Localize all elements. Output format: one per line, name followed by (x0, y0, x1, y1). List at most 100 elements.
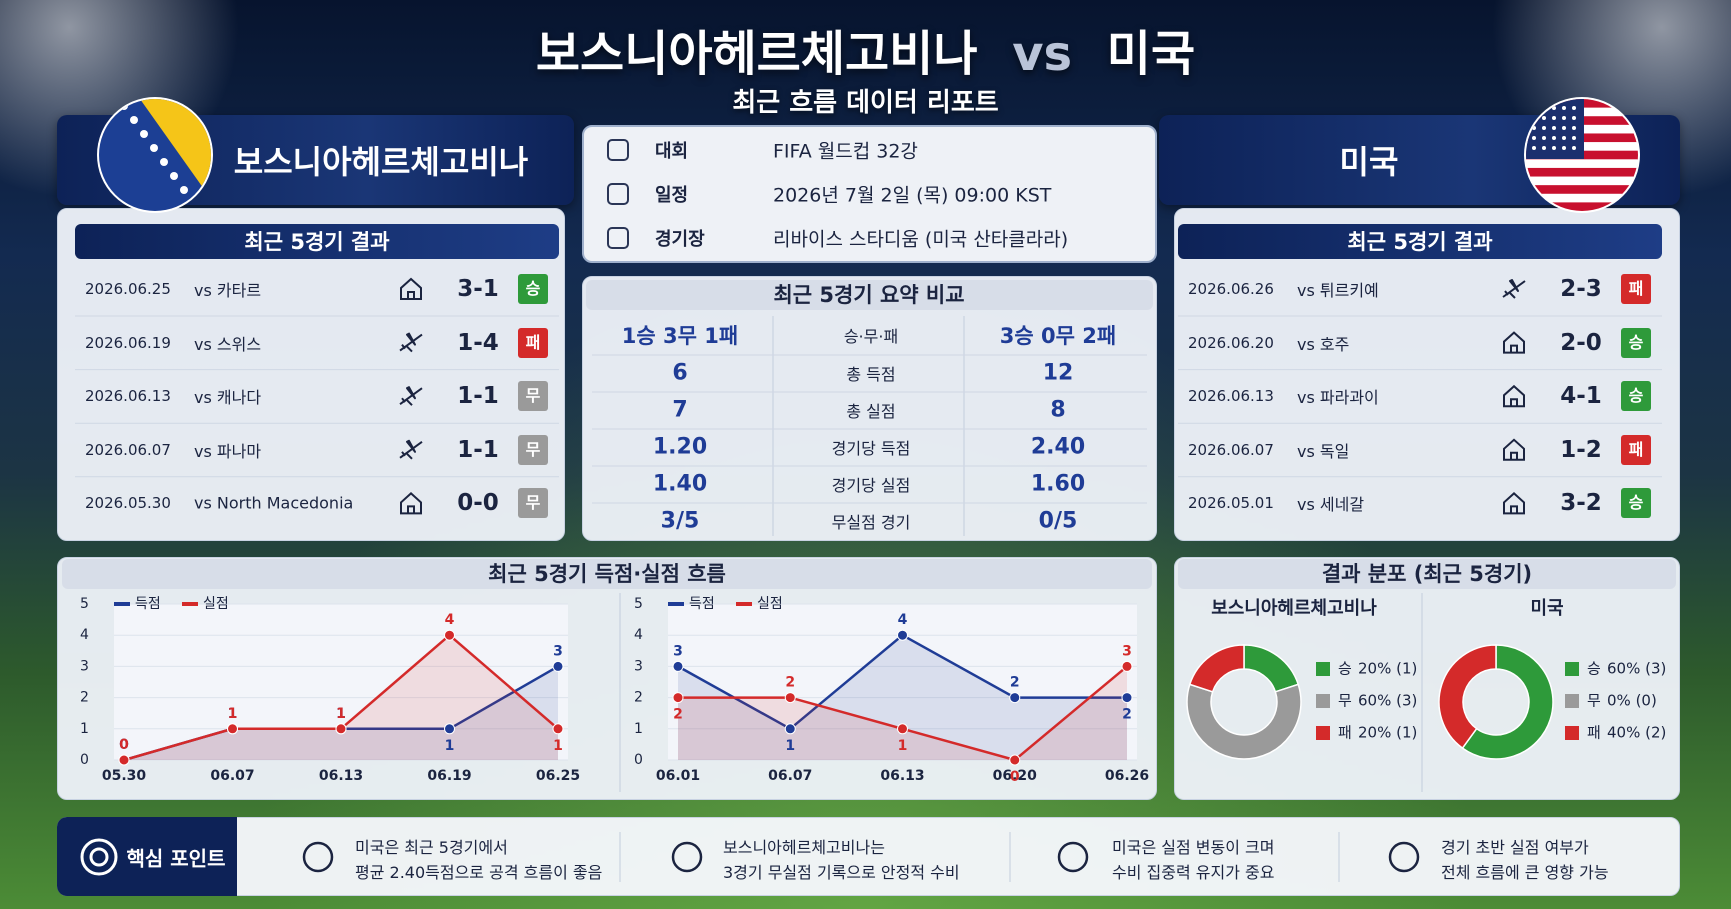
result-badge: 승 (518, 274, 548, 304)
match-date: 2026.06.13 (1188, 387, 1274, 406)
y-tick-label: 0 (80, 752, 89, 768)
home-shape (400, 277, 422, 300)
match-date: 2026.06.07 (85, 440, 171, 459)
legend-label: 실점 (203, 596, 229, 612)
legend-swatch (1316, 726, 1330, 740)
flag-star (1572, 126, 1576, 130)
legend-label: 실점 (757, 596, 783, 612)
flag-star (1562, 146, 1566, 150)
home-icon (1503, 384, 1525, 408)
result-badge: 승 (1621, 488, 1651, 519)
flag-star (1532, 146, 1536, 150)
match-opponent: vs 튀르키예 (1297, 281, 1379, 300)
key-point-text: 미국은 실점 변동이 크며 (1112, 838, 1275, 857)
point (897, 723, 908, 735)
summary-value: 1.40 (652, 471, 708, 497)
point (1009, 692, 1021, 704)
y-tick-label: 1 (80, 721, 89, 737)
result-badge: 승 (1621, 327, 1651, 358)
match-score: 3-1 (457, 276, 499, 302)
home-icon (1503, 492, 1525, 515)
data-label: 1 (228, 706, 238, 722)
summary-value: 3/5 (660, 508, 700, 534)
y-tick-label: 5 (80, 596, 89, 612)
match-date: 2026.06.26 (1188, 280, 1274, 298)
distribution-header (1178, 559, 1676, 589)
summary-title: 최근 5경기 요약 비교 (773, 283, 965, 307)
home-icon (1503, 331, 1525, 354)
x-tick-label: 06.01 (656, 768, 700, 784)
point (552, 723, 564, 735)
flag-stripe (1526, 202, 1638, 211)
area (678, 666, 1127, 760)
pie-slice (1188, 644, 1245, 693)
away-icon (399, 386, 423, 406)
data-label: 2 (785, 675, 795, 691)
flag-star (1532, 116, 1536, 120)
key-point-text: 평균 2.40득점으로 공격 흐름이 좋음 (355, 863, 603, 882)
results-panel (1174, 208, 1680, 541)
key-point-text: 미국은 최근 5경기에서 (355, 838, 508, 857)
plane-shape (399, 439, 423, 460)
match-date: 2026.06.19 (85, 333, 171, 352)
header-subtitle: 최근 흐름 데이터 리포트 (732, 88, 999, 118)
flag-star (1572, 116, 1576, 120)
y-tick-label: 5 (634, 596, 643, 612)
match-opponent: vs 파나마 (194, 441, 262, 461)
info-label: 일정 (655, 185, 689, 206)
trend-title: 최근 5경기 득점·실점 흐름 (488, 562, 726, 586)
y-tick-label: 2 (634, 690, 643, 706)
summary-label: 총 득점 (846, 365, 896, 384)
point (784, 723, 796, 735)
pie-slice (1461, 644, 1554, 760)
flag-stripe (1526, 167, 1638, 178)
key-item-icon (1057, 841, 1089, 873)
plane-shape (399, 386, 423, 406)
home-shape (400, 492, 422, 515)
point (672, 692, 684, 704)
x-tick-label: 06.07 (210, 768, 254, 784)
flag-stripe (1526, 176, 1638, 186)
summary-header: 승·무·패 (843, 327, 899, 346)
key-item-icon (1388, 841, 1420, 873)
legend-swatch (1316, 694, 1330, 708)
match-info-panel (582, 125, 1157, 263)
home-shape (1503, 492, 1525, 515)
x-tick-label: 06.19 (427, 768, 471, 784)
y-tick-label: 2 (80, 690, 89, 706)
home-shape (1503, 438, 1525, 461)
key-point-text: 경기 초반 실점 여부가 (1441, 838, 1589, 857)
y-tick-label: 1 (634, 721, 643, 737)
key-icon (89, 847, 109, 867)
away-icon (399, 332, 423, 353)
flag-star (1562, 126, 1566, 130)
flag-stripe (1526, 193, 1638, 203)
match-date: 2026.06.25 (85, 280, 171, 298)
point (227, 723, 238, 735)
match-score: 3-2 (1560, 490, 1602, 517)
pie-slice (1438, 644, 1497, 750)
plane-shape (1502, 279, 1526, 299)
point (897, 629, 908, 641)
data-label: 1 (445, 738, 455, 754)
result-badge: 승 (1621, 381, 1651, 412)
x-tick-label: 06.13 (880, 768, 924, 784)
y-tick-label: 3 (80, 658, 89, 674)
data-label: 4 (898, 612, 908, 628)
data-label: 0 (119, 737, 129, 753)
flag-stripe (1526, 159, 1638, 169)
legend-value: 20% (1) (1358, 724, 1417, 742)
flag-body (1526, 99, 1638, 211)
summary-value: 1.20 (652, 434, 708, 460)
data-label: 0 (119, 737, 129, 753)
legend-value: 60% (3) (1607, 660, 1666, 678)
flag-star (1542, 106, 1546, 110)
match-opponent: vs 스위스 (194, 334, 262, 354)
y-tick-label: 0 (634, 752, 643, 768)
pie-slice (1186, 683, 1302, 760)
team-name: 미국 (1339, 143, 1399, 181)
x-tick-label: 06.26 (1105, 768, 1149, 784)
legend-label: 득점 (135, 596, 161, 612)
summary-value: 7 (672, 397, 688, 423)
summary-value: 1.60 (1030, 471, 1086, 497)
